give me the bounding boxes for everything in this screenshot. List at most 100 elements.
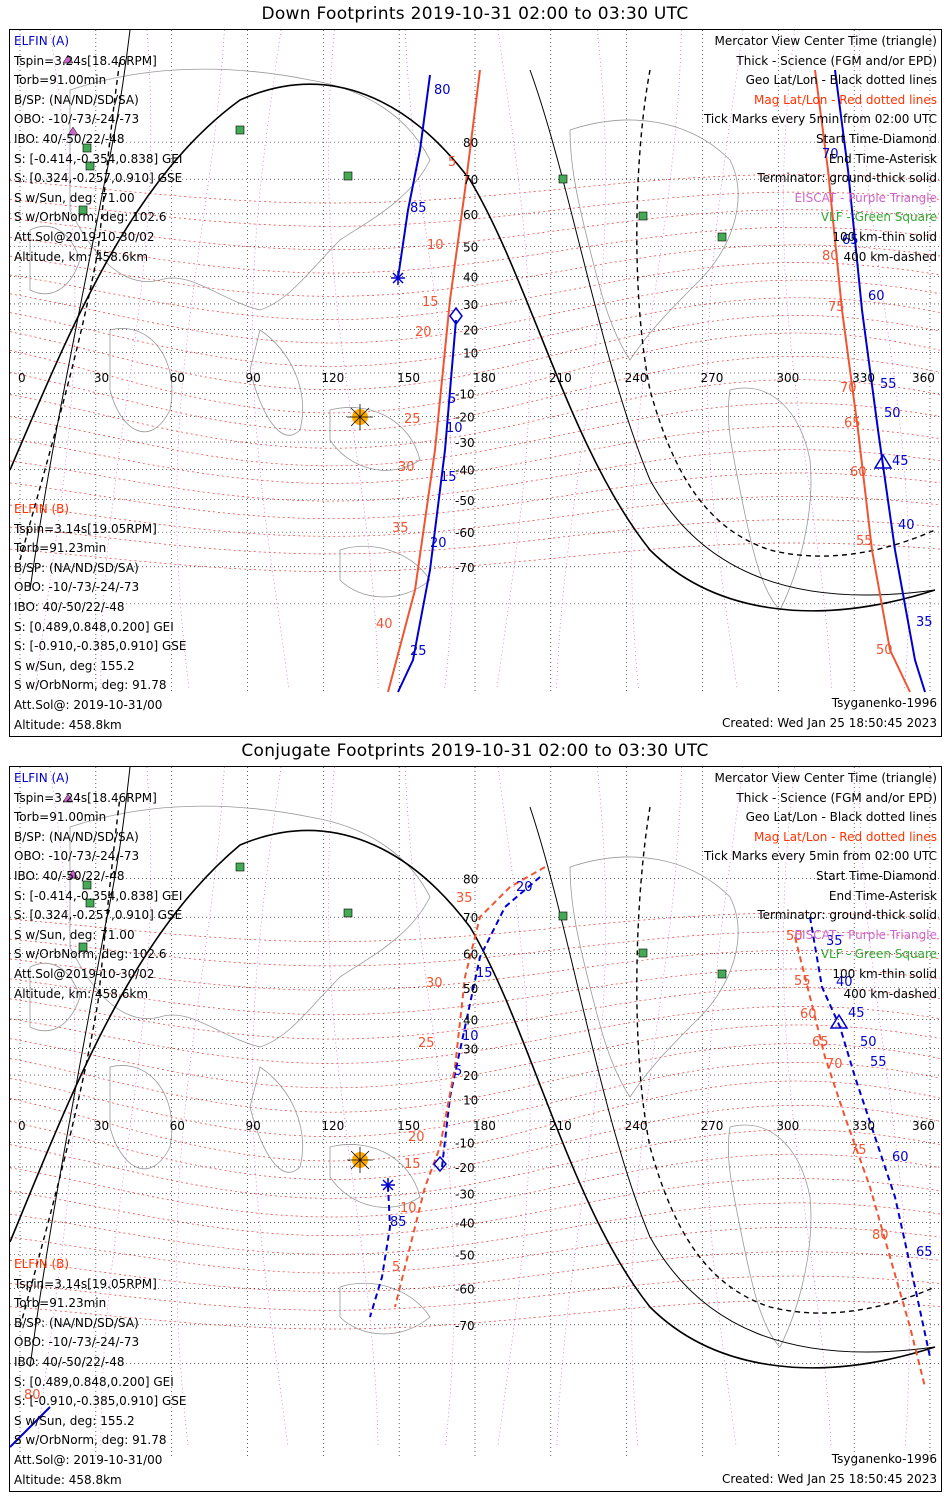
start-diamond-marker [449,306,463,326]
end-asterisk-marker [391,271,405,285]
lat-tick-label: -60 [455,1282,475,1296]
track-a2-label: 65 [916,1245,933,1260]
elfin-a-bsp: B/SP: (NA/ND/SD/SA) [14,829,139,844]
lon-tick-label: 210 [549,371,572,385]
panel-title-down: Down Footprints 2019-10-31 02:00 to 03:3… [261,4,689,24]
elfin-a-s-gei: S: [-0.414,-0.354,0.838] GEI [14,151,183,166]
elfin-a-ibo: IBO: 40/-50/22/-48 [14,868,125,883]
map-canvas-conjugate: 0 30 60 90 120 150 180 210 240 270 300 330 360 80 70 6… [10,767,941,1457]
track-a2-label: 65 [842,233,859,248]
track-a-segment-2 [397,319,457,693]
lon-tick-labels: 0 30 60 90 120 150 180 210 240 270 300 330 360 [18,1119,935,1133]
track-b-segment-1 [387,69,481,693]
track-b2-label: 70 [840,381,857,396]
legend-line: Thick - Science (FGM and/or EPD) [736,53,937,68]
elfin-a-alt: Altitude, km: 458.6km [14,986,149,1001]
mag-grid [10,30,941,691]
track-a2-label: 35 [916,615,933,630]
elfin-a-alt: Altitude, km: 458.6km [14,249,149,264]
lat-tick-label: 40 [463,270,478,284]
track-b2-label: 50 [876,643,893,658]
lat-tick-label: 50 [463,240,478,254]
lon-tick-label: 150 [397,371,420,385]
track-b-label: 35 [392,521,409,536]
track-a2-label: 35 [826,934,843,949]
track-a2-label: 70 [822,147,839,162]
lat-tick-label: 30 [463,298,478,312]
legend-line: 100 km-thin solid [832,229,937,244]
panel-title-conjugate: Conjugate Footprints 2019-10-31 02:00 to… [241,741,709,761]
elfin-b-tspin: Tspin=3.14s[19.05RPM] [14,521,157,536]
elfin-a-s-orb: S w/OrbNorm, deg: 102.6 [14,210,167,225]
legend-line: EISCAT - Purple Triangle [794,927,937,942]
lat-tick-label: 20 [463,1069,478,1083]
legend-line: Tick Marks every 5min from 02:00 UTC [703,112,937,127]
track-time-labels: 20 15 10 5 85 35 30 25 20 15 10 5 35 40 … [24,880,933,1403]
elfin-b-torb: Torb=91.23min [14,541,107,556]
orbit-tracks [387,69,926,693]
elfin-b-obo: OBO: -10/-73/-24/-73 [14,1335,140,1350]
lon-tick-label: 210 [549,1119,572,1133]
lat-tick-label: 30 [463,1042,478,1056]
lon-tick-label: 300 [776,371,799,385]
track-a-label: 80 [434,83,451,98]
lon-tick-label: 180 [473,1119,496,1133]
map-panel-down: 0 30 60 90 120 150 180 210 240 270 300 330 360 80 70 6… [9,29,942,737]
elfin-b-att: Att.Sol@: 2019-10-31/00 [14,697,163,712]
lat-tick-label: -70 [455,561,475,575]
track-a-label: 20 [516,880,533,895]
elfin-a-tspin: Tspin=3.24s[18.46RPM] [14,790,157,805]
legend-line: Tick Marks every 5min from 02:00 UTC [703,849,937,864]
lon-tick-label: 360 [912,371,935,385]
lon-tick-label: 150 [397,1119,420,1133]
track-b2-label: 65 [812,1035,829,1050]
lat-tick-label: 70 [463,173,478,187]
track-a-segment-1 [397,74,431,279]
track-a-label: 10 [446,421,463,436]
legend-line: 400 km-dashed [843,249,937,264]
center-triangle-marker [873,453,893,469]
lon-tick-label: 360 [912,1119,935,1133]
lat-tick-label: 50 [463,982,478,996]
vlf-stations [78,862,727,979]
elfin-b-label: ELFIN (B) [14,1257,70,1271]
lon-tick-label: 330 [852,1119,875,1133]
lon-tick-label: 30 [94,1119,109,1133]
lon-tick-label: 270 [701,371,724,385]
lat-tick-label: -40 [455,464,475,478]
track-b-label: 5 [392,1260,400,1275]
lat-tick-label: 80 [463,872,478,886]
lat-tick-labels: 80 70 60 50 40 30 20 10 -10 -20 -30 -40 -50 -60 -70 [455,872,478,1332]
lon-tick-label: 240 [625,371,648,385]
lon-tick-label: 330 [852,371,875,385]
lat-tick-labels: 80 70 60 50 40 30 20 10 -10 -20 -30 -40 -50 -60 -70 [455,136,478,575]
lat-tick-label: -50 [455,1248,475,1262]
legend: Mercator View Center Time (triangle) Thi… [704,32,937,267]
track-b-label: 15 [422,295,439,310]
legend-line: Mag Lat/Lon - Red dotted lines [753,92,937,107]
lon-tick-label: 90 [246,1119,261,1133]
track-a-label: 15 [476,966,493,981]
track-time-labels: 80 85 5 10 15 20 25 5 10 15 20 25 30 35 … [376,83,933,659]
markers [62,793,849,1192]
track-a-segment-2 [369,1184,392,1318]
lat-tick-label: -30 [455,1188,475,1202]
track-a2-label: 60 [868,289,885,304]
track-b-label: 35 [456,891,473,906]
elfin-b-att: Att.Sol@: 2019-10-31/00 [14,1452,163,1467]
elfin-b-ibo: IBO: 40/-50/22/-48 [14,599,125,614]
track-a2-label: 45 [892,454,909,469]
eiscat-triangle-icon-2 [62,54,74,64]
legend-line: Geo Lat/Lon - Black dotted lines [745,73,937,88]
lat-tick-label: 70 [463,911,478,925]
map-canvas-down: 0 30 60 90 120 150 180 210 240 270 300 330 360 80 70 6… [10,30,941,693]
lon-tick-label: 120 [321,1119,344,1133]
legend: Mercator View Center Time (triangle) Thi… [704,769,937,1004]
legend-line: End Time-Asterisk [828,888,937,903]
lat-tick-label: 80 [463,136,478,150]
lon-tick-label: 120 [321,371,344,385]
track-b2-label: 80 [872,1228,889,1243]
elfin-a-label: ELFIN (A) [14,771,70,785]
lat-tick-label: -20 [455,411,475,425]
track-b-label: 10 [427,238,444,253]
